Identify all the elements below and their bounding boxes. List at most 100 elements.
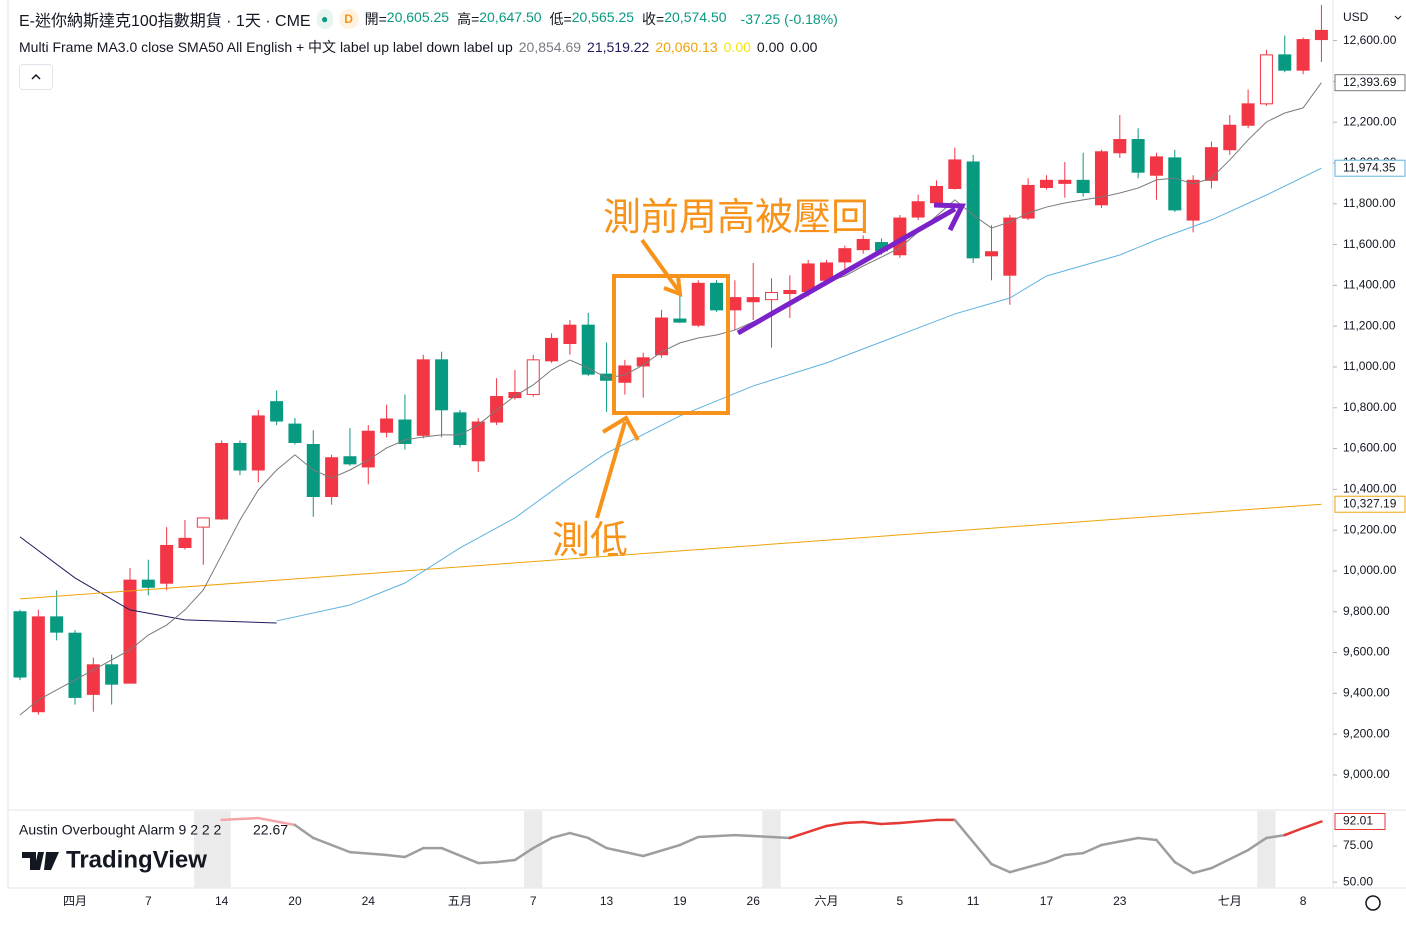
- candle-body: [288, 423, 302, 443]
- signal-shade: [1257, 811, 1276, 888]
- indicator-segment: [1063, 851, 1085, 857]
- signal-shade: [194, 811, 213, 888]
- y-tick-label: 10,400.00: [1343, 482, 1397, 496]
- price-label: 12,393.69: [1343, 75, 1397, 89]
- candle-body: [1241, 103, 1255, 126]
- candle-body: [545, 337, 559, 362]
- candle-body: [1223, 124, 1237, 151]
- indicator-segment: [641, 843, 682, 858]
- x-tick-label: 五月: [448, 894, 472, 908]
- candle-body: [1278, 54, 1292, 71]
- collapse-button[interactable]: [19, 64, 53, 90]
- y-tick-label: 75.00: [1343, 838, 1373, 852]
- indicator-segment: [257, 816, 297, 827]
- x-tick-label: 7: [145, 894, 152, 908]
- ohlc-label: 開=: [364, 11, 387, 27]
- logo: TradingView: [22, 846, 207, 873]
- candle-body: [160, 544, 174, 584]
- x-tick-label: 24: [362, 894, 376, 908]
- x-tick-label: 11: [967, 894, 980, 908]
- x-tick-label: 四月: [63, 894, 87, 908]
- currency-chevron[interactable]: [1394, 15, 1402, 20]
- price-label-box: [1334, 74, 1406, 92]
- candle-body: [325, 457, 339, 498]
- indicator-segment: [1045, 853, 1067, 864]
- candle-body: [50, 616, 64, 633]
- candle-body: [453, 412, 467, 445]
- study-value: 20,854.69: [518, 39, 582, 55]
- currency[interactable]: USD: [1343, 10, 1369, 24]
- trend-arrowhead: [933, 202, 966, 232]
- candle-body: [251, 415, 265, 471]
- annotation-arrowhead: [601, 415, 640, 441]
- candle-body: [1039, 179, 1053, 188]
- price-label-box: [1334, 159, 1406, 177]
- collapse-icon[interactable]: [20, 65, 52, 89]
- indicator-label: 92.01: [1343, 814, 1373, 828]
- logo-icon: [22, 852, 59, 870]
- candle-body: [1259, 54, 1273, 105]
- status-dot: ●: [316, 9, 333, 29]
- signal-shade: [212, 811, 231, 888]
- signal-shade: [762, 811, 781, 888]
- settings-button[interactable]: [1365, 895, 1381, 911]
- candle-body: [123, 579, 137, 684]
- change: -37.25 (-0.18%): [740, 11, 838, 27]
- candle-body: [31, 616, 45, 713]
- y-tick-label: 10,600.00: [1343, 441, 1397, 455]
- candle-body: [838, 248, 852, 263]
- indicator-segment: [990, 862, 1012, 874]
- currency-box[interactable]: [1334, 4, 1406, 32]
- study-name[interactable]: Multi Frame MA3.0 close SMA50 All Englis…: [19, 39, 513, 55]
- indicator-segment: [1155, 838, 1177, 864]
- y-tick-label: 12,200.00: [1343, 114, 1397, 128]
- candle-body: [581, 324, 595, 375]
- y-tick-label: 10,800.00: [1343, 400, 1397, 414]
- trend-arrow: [736, 206, 957, 336]
- indicator-segment: [1081, 843, 1103, 855]
- candle-body: [1314, 29, 1328, 41]
- candle-body: [1149, 156, 1163, 176]
- candle-body: [380, 418, 394, 433]
- ohlc-label: 收=: [642, 11, 665, 27]
- indicator-segment: [220, 816, 260, 822]
- candle-body: [105, 664, 119, 685]
- indicator-segment: [1301, 820, 1323, 830]
- indicator-segment: [513, 846, 535, 862]
- ohlc-value: 20,574.50: [664, 9, 727, 25]
- x-tick-label: 26: [747, 894, 761, 908]
- y-tick-label: 10,000.00: [1343, 563, 1397, 577]
- indicator-segment: [568, 831, 590, 840]
- candle-body: [270, 401, 284, 422]
- indicator-segment: [293, 823, 315, 840]
- overlay-line: [19, 536, 277, 624]
- y-tick-label: 50.00: [1343, 874, 1373, 888]
- ohlc: 開= 20,605.25 高= 20,647.50 低= 20,565.25 收= 20,57…: [365, 9, 735, 29]
- candle-body: [68, 632, 82, 698]
- overlay-line: [19, 82, 1322, 716]
- y-tick-label: 11,400.00: [1343, 278, 1396, 292]
- annotations: 測前周高被壓回 測低: [552, 197, 966, 562]
- indicator-segment: [403, 846, 425, 859]
- x-tick-label: 七月: [1218, 894, 1242, 908]
- ohlc-value: 20,565.25: [571, 9, 635, 25]
- indicator-segment: [550, 831, 572, 840]
- symbol[interactable]: E-迷你納斯達克100指數期貨 · 1天 · CME: [19, 13, 311, 30]
- y-tick-label: 11,600.00: [1343, 237, 1396, 251]
- y-tick-label: 11,800.00: [1343, 196, 1396, 210]
- candle-body: [1076, 179, 1090, 194]
- candle-body: [215, 442, 229, 520]
- candle-body: [490, 396, 504, 423]
- indicator-segment: [495, 858, 517, 864]
- study-values: 20,854.69 21,519.22 20,060.13 0.00 0.00 0.00: [519, 39, 824, 55]
- annotation-arrow: [595, 421, 627, 519]
- candle-body: [746, 297, 760, 303]
- study-value: 0.00: [756, 39, 785, 55]
- annotation-text: 測前周高被壓回: [603, 197, 869, 239]
- x-tick-label: 13: [600, 894, 614, 908]
- candle-body: [141, 579, 155, 588]
- indicator-segment: [385, 853, 407, 859]
- y-tick-label: 9,000.00: [1343, 767, 1390, 781]
- candle-body: [1131, 139, 1145, 173]
- indicator-segment: [1136, 836, 1158, 842]
